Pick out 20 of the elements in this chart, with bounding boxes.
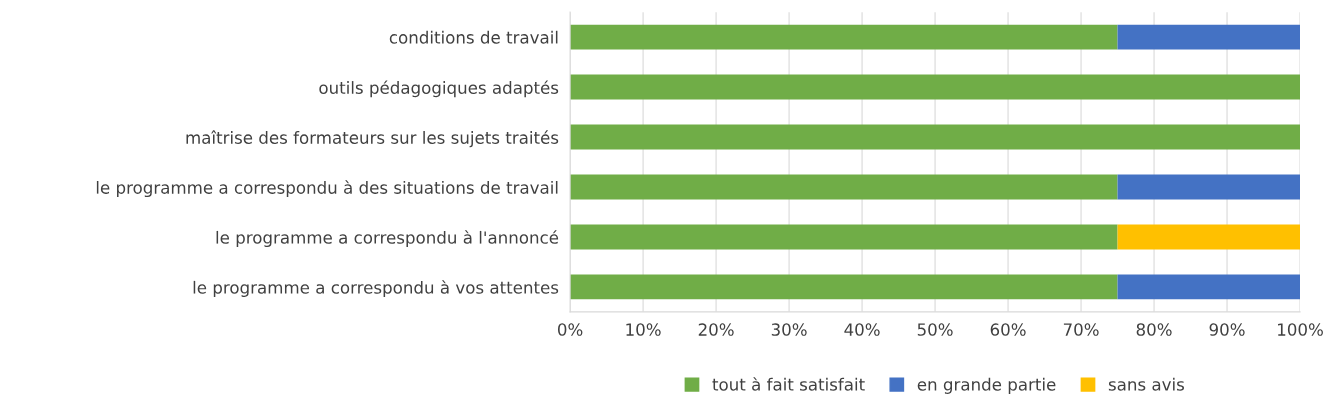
x-tick-label: 90%	[1209, 323, 1245, 336]
legend-label: sans avis	[1108, 377, 1185, 391]
x-tick-label: 70%	[1063, 323, 1099, 336]
legend-label: tout à fait satisfait	[712, 377, 865, 391]
x-tick-label: 80%	[1136, 323, 1172, 336]
y-tick-label: le programme a correspondu à vos attentes	[193, 280, 559, 298]
x-tick-label: 60%	[990, 323, 1026, 336]
y-tick-label: le programme a correspondu à l'annoncé	[216, 230, 559, 248]
x-tick-label: 40%	[844, 323, 880, 336]
legend-label: en grande partie	[917, 377, 1056, 394]
y-tick-label: conditions de travail	[389, 30, 558, 44]
x-tick-label: 10%	[626, 323, 661, 336]
x-tick-label: 20%	[698, 323, 734, 336]
y-tick-label: le programme a correspondu à des situations de travail	[96, 180, 558, 198]
x-tick-label: 50%	[917, 323, 953, 336]
x-tick-label: 100%	[1278, 323, 1323, 336]
x-tick-label: 30%	[771, 323, 807, 336]
y-tick-label: maîtrise des formateurs sur les sujets traités	[186, 130, 559, 148]
y-tick-label: outils pédagogiques adaptés	[319, 80, 559, 98]
x-tick-label: 0%	[557, 323, 583, 336]
